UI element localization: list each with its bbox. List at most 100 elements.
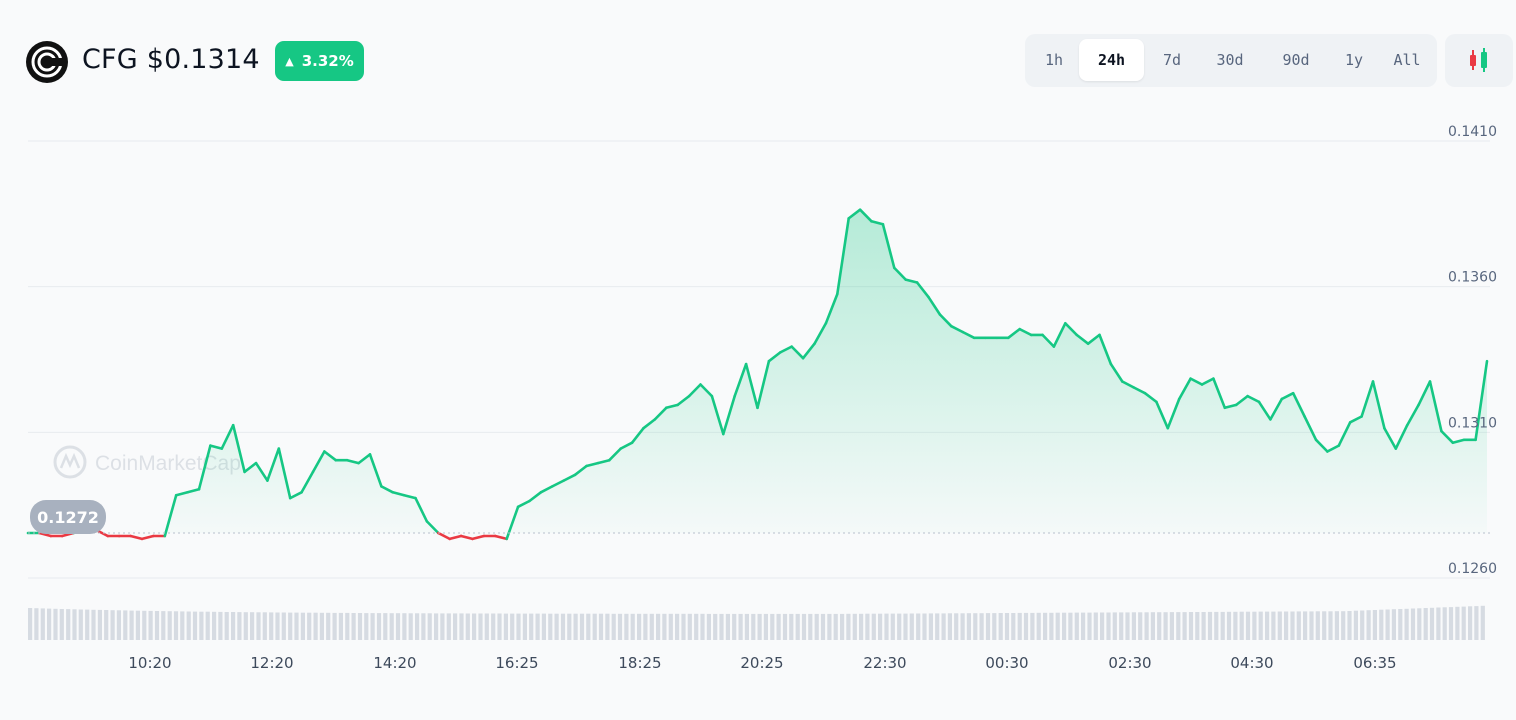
volume-bar	[656, 613, 661, 640]
volume-bar	[1258, 611, 1263, 640]
volume-bar	[250, 612, 255, 640]
volume-bar	[192, 611, 198, 640]
volume-bar	[1328, 611, 1333, 640]
volume-bar	[1480, 605, 1485, 640]
volume-bar	[586, 613, 591, 640]
volume-bar	[262, 612, 267, 640]
price-line-segment	[209, 444, 224, 450]
volume-bar	[998, 613, 1003, 640]
baseline-label: 0.1272	[30, 500, 106, 534]
y-tick-label: 0.1310	[1448, 415, 1497, 431]
volume-bar	[440, 613, 445, 640]
volume-bar	[1353, 610, 1358, 640]
price-line-segment	[1189, 377, 1204, 386]
chart-type-toggle[interactable]	[1445, 34, 1513, 87]
volume-bar	[725, 613, 730, 640]
volume-bar	[1131, 612, 1136, 640]
volume-bar	[154, 611, 160, 640]
price-line-segment	[1280, 391, 1295, 401]
volume-bar	[383, 613, 388, 640]
price-line-segment	[391, 490, 406, 497]
range-7d[interactable]: 7d	[1162, 51, 1182, 69]
range-1h[interactable]: 1h	[1044, 51, 1064, 69]
volume-bar	[751, 613, 756, 640]
x-tick-label: 22:30	[863, 654, 906, 672]
volume-bar	[1214, 611, 1219, 640]
volume-bar	[237, 612, 242, 640]
x-tick-label: 12:20	[250, 654, 293, 672]
price-line-segment	[368, 453, 383, 488]
price-line-segment	[1064, 321, 1078, 337]
range-30d[interactable]: 30d	[1216, 51, 1244, 69]
volume-bar	[1265, 611, 1270, 640]
volume-bar	[560, 613, 566, 640]
volume-bar	[1030, 612, 1035, 640]
volume-bar	[763, 613, 768, 640]
price-line-segment	[1143, 391, 1158, 404]
price-line-segment	[186, 487, 201, 494]
volume-bar	[269, 612, 274, 640]
volume-bar	[579, 613, 585, 640]
volume-bar	[1226, 611, 1232, 640]
volume-bar	[1074, 612, 1079, 640]
volume-bar	[510, 613, 515, 640]
price-line-segment	[539, 485, 554, 494]
price-line-segment	[642, 418, 657, 430]
price-line-segment	[1326, 444, 1341, 453]
x-tick-label: 20:25	[740, 654, 783, 672]
price-line-segment	[562, 473, 577, 482]
volume-bar	[116, 610, 121, 640]
volume-bar	[548, 613, 553, 640]
volume-bar	[1112, 612, 1117, 640]
volume-bar	[992, 613, 997, 640]
volume-bar	[1455, 606, 1460, 640]
volume-bar	[1417, 608, 1422, 640]
range-24h[interactable]: 24h	[1079, 39, 1144, 81]
volume-bar	[1150, 612, 1155, 640]
volume-bar	[1385, 609, 1390, 640]
volume-bar	[947, 613, 952, 640]
price-line-segment	[1006, 327, 1022, 340]
volume-bar	[256, 612, 261, 640]
volume-bar	[28, 608, 33, 640]
volume-bar	[1315, 611, 1320, 640]
volume-bar	[782, 613, 788, 640]
price-line-segment	[573, 464, 588, 477]
volume-bar	[675, 613, 680, 640]
price-line-segment	[323, 450, 338, 462]
volume-bar	[820, 613, 826, 640]
range-all[interactable]: All	[1393, 51, 1421, 69]
volume-bar	[713, 613, 718, 640]
volume-bar	[1461, 606, 1466, 640]
price-line-segment	[1041, 333, 1056, 348]
price-line-segment	[790, 345, 805, 360]
price-line-segment	[1474, 359, 1489, 442]
price-line-segment	[402, 493, 417, 500]
price-line-segment	[1052, 321, 1067, 348]
range-90d[interactable]: 90d	[1282, 51, 1310, 69]
volume-bar	[1252, 611, 1257, 640]
volume-bar	[1341, 611, 1346, 640]
volume-bar	[224, 612, 229, 640]
volume-bar	[1334, 611, 1339, 640]
volume-bar	[1062, 612, 1067, 640]
volume-bar	[1093, 612, 1098, 640]
y-tick-label: 0.1410	[1448, 124, 1497, 140]
volume-bar	[364, 613, 369, 640]
price-line-segment	[927, 295, 942, 316]
price-line-segment	[448, 534, 463, 541]
volume-bar	[1036, 612, 1041, 640]
price-area-fill	[28, 209, 1487, 534]
price-line-segment	[311, 450, 326, 474]
price-line-segment	[243, 461, 258, 474]
volume-bar	[1011, 613, 1016, 640]
price-line-segment	[1075, 333, 1090, 346]
volume-bar	[173, 611, 179, 640]
volume-bar	[859, 613, 864, 640]
price-line-segment	[1166, 397, 1181, 430]
volume-bar	[34, 608, 39, 640]
volume-bar	[598, 613, 604, 640]
volume-bar	[345, 612, 350, 640]
range-1y[interactable]: 1y	[1344, 51, 1364, 69]
volume-bar	[681, 613, 686, 640]
